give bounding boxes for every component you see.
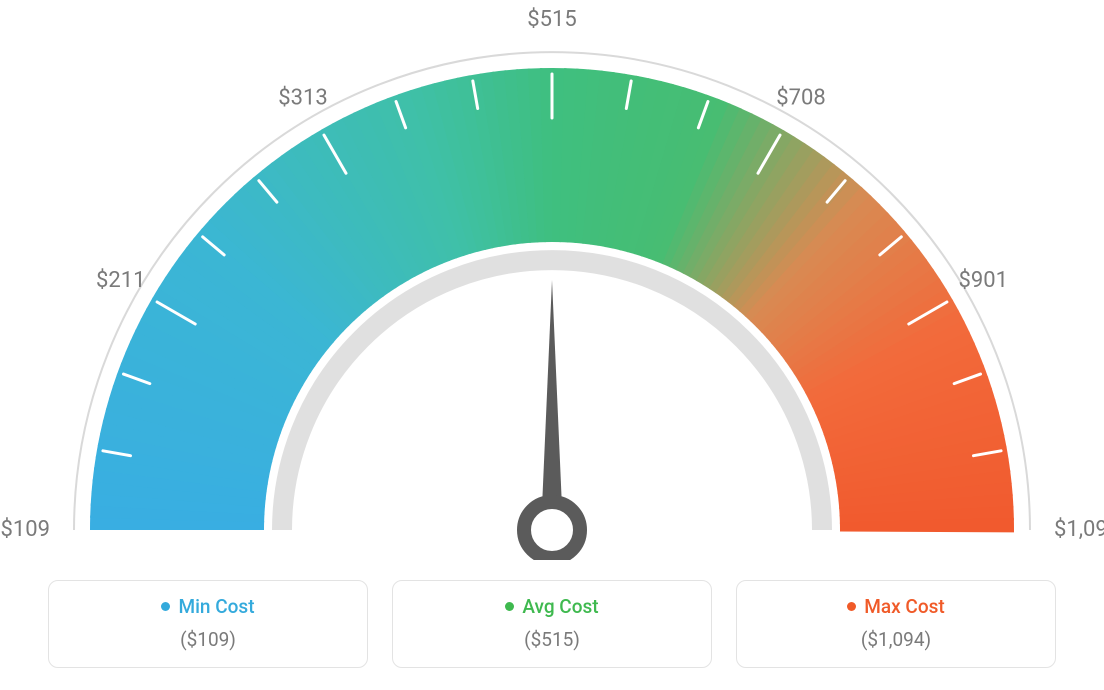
summary-card-value: ($1,094)	[749, 628, 1043, 651]
gauge-needle	[541, 280, 563, 530]
gauge-tick-label: $313	[278, 86, 327, 111]
dot-icon	[847, 602, 856, 611]
summary-card-value: ($515)	[405, 628, 699, 651]
summary-card-label: Min Cost	[178, 595, 254, 618]
gauge-tick-label: $708	[776, 86, 825, 111]
summary-card-min-cost: Min Cost ($109)	[48, 580, 368, 668]
dot-icon	[161, 602, 170, 611]
gauge-tick-label: $901	[959, 268, 1008, 293]
summary-row: Min Cost ($109) Avg Cost ($515) Max Cost ($1,…	[0, 580, 1104, 668]
gauge-chart: $109 $211 $313 $515 $708 $901 $1,094	[0, 0, 1104, 560]
summary-card-label: Avg Cost	[522, 595, 598, 618]
dot-icon	[505, 602, 514, 611]
summary-card-label: Max Cost	[864, 595, 944, 618]
summary-card-value: ($109)	[61, 628, 355, 651]
summary-card-title: Max Cost	[847, 595, 944, 618]
gauge-tick-label: $109	[1, 517, 50, 542]
summary-card-title: Avg Cost	[505, 595, 598, 618]
gauge-tick-label: $515	[527, 7, 576, 32]
summary-card-max-cost: Max Cost ($1,094)	[736, 580, 1056, 668]
gauge-hub	[524, 502, 580, 558]
summary-card-title: Min Cost	[161, 595, 254, 618]
gauge-svg: $109 $211 $313 $515 $708 $901 $1,094	[0, 0, 1104, 560]
gauge-tick-label: $1,094	[1054, 517, 1104, 542]
gauge-tick-label: $211	[96, 268, 145, 293]
summary-card-avg-cost: Avg Cost ($515)	[392, 580, 712, 668]
